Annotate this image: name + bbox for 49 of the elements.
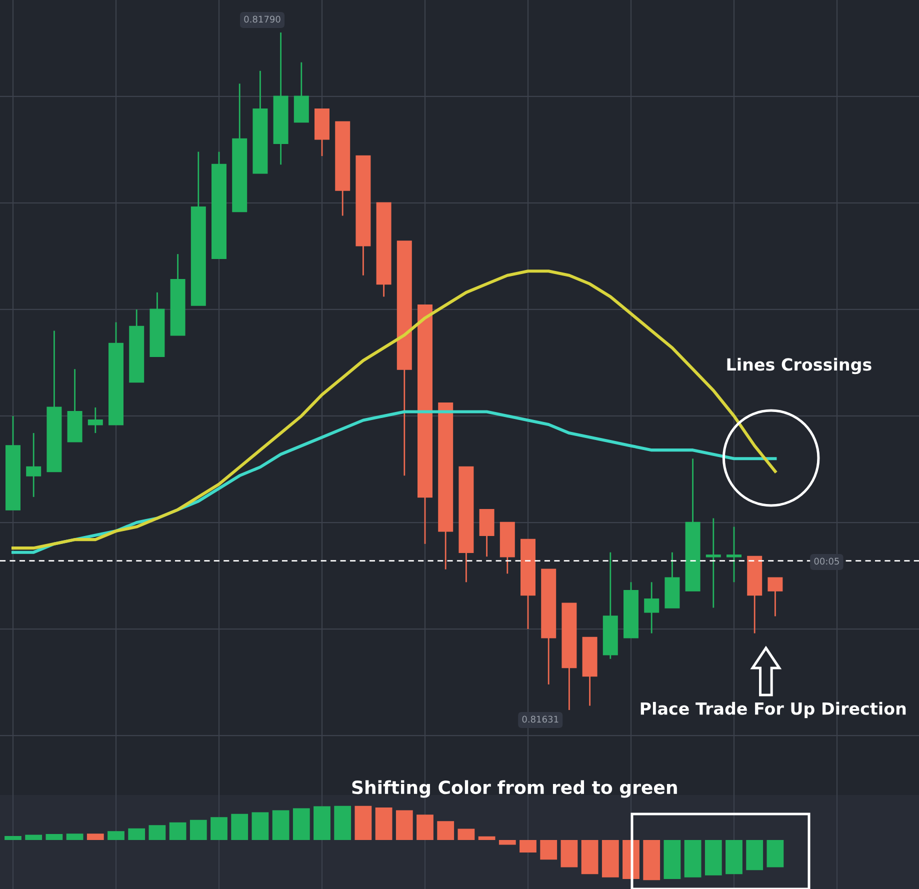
annotation: Lines Crossings	[727, 358, 872, 374]
bar	[354, 806, 372, 840]
candlestick	[726, 526, 742, 583]
text: Shifting Color from red to green	[352, 780, 677, 798]
bar	[231, 814, 248, 840]
bar	[148, 825, 166, 840]
bar	[4, 836, 22, 840]
bar	[314, 806, 330, 840]
candlestick	[26, 432, 42, 498]
bar	[25, 834, 42, 840]
candlestick	[768, 577, 783, 617]
bar	[437, 821, 454, 840]
candlestick	[706, 518, 721, 608]
bar	[252, 812, 269, 840]
bar	[86, 834, 104, 840]
text: 0.81790	[244, 16, 280, 23]
bar	[190, 820, 207, 840]
bar	[498, 840, 516, 845]
bar	[581, 840, 598, 874]
bar	[560, 840, 578, 868]
bar	[128, 828, 146, 840]
bar	[746, 840, 764, 870]
bar	[334, 806, 352, 840]
bar	[643, 840, 660, 880]
bar	[396, 810, 413, 840]
bar	[210, 817, 228, 840]
bar	[292, 808, 310, 840]
bar	[458, 828, 475, 840]
bar	[272, 810, 290, 840]
bar	[169, 822, 186, 840]
candlestick	[88, 406, 103, 434]
text: 0.81631	[522, 716, 558, 723]
bar	[108, 831, 124, 840]
annotation: Place Trade For Up Direction	[640, 702, 906, 718]
bar	[46, 834, 63, 840]
bar	[520, 840, 536, 852]
text: 00:05	[814, 558, 839, 565]
bar	[66, 834, 84, 840]
candlestick	[644, 581, 660, 634]
bar	[602, 840, 619, 878]
bar	[375, 807, 392, 840]
bar	[540, 840, 558, 860]
bar	[704, 840, 722, 876]
bar	[416, 814, 434, 840]
bar	[684, 840, 702, 878]
bar	[664, 840, 681, 879]
bar	[766, 840, 784, 868]
bar	[478, 836, 496, 840]
bar	[726, 840, 742, 874]
